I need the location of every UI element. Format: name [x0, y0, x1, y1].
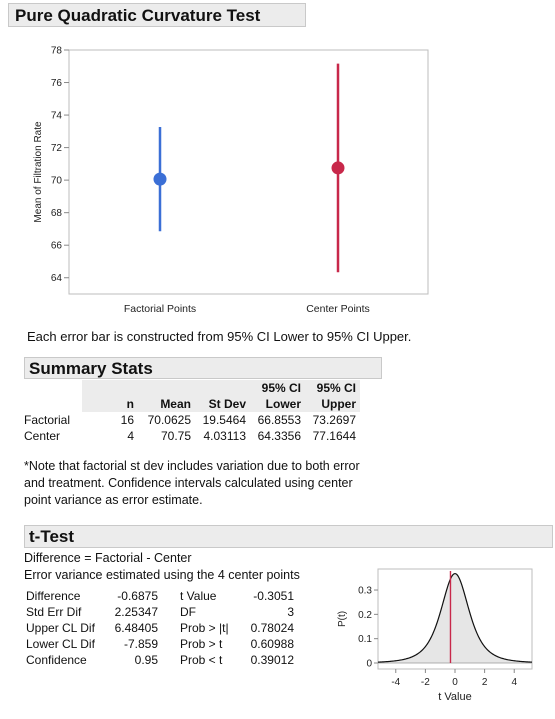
table-row: Factorial 16 70.0625 19.5464 66.8553 73.…	[24, 412, 360, 428]
mean-point	[331, 161, 345, 175]
col-head-upper: Upper	[301, 396, 360, 412]
summary-header-row-1: 95% CI 95% CI	[24, 380, 360, 396]
table-row: Lower CL Dif -7.859 Prob > t 0.60988	[26, 636, 294, 652]
cell-n: 16	[120, 413, 134, 427]
report-title[interactable]: Pure Quadratic Curvature Test	[8, 3, 306, 27]
stat-value: 0.39012	[250, 653, 294, 667]
t-x-tick-label: 4	[511, 677, 517, 688]
summary-note: *Note that factorial st dev includes var…	[24, 458, 360, 509]
curvature-chart: 64 66 68 70 72 74 76 78 Factorial Points Center …	[33, 46, 429, 315]
table-row: Upper CL Dif 6.48405 Prob > |t| 0.78024	[26, 620, 294, 636]
cell-stdev: 4.03113	[203, 429, 247, 443]
stat-label: Prob < t	[180, 653, 223, 667]
cell-stdev: 19.5464	[202, 413, 246, 427]
table-row: Std Err Dif 2.25347 DF 3	[26, 604, 294, 620]
col-head-upper-l1: 95% CI	[301, 380, 360, 396]
summary-header-row-2: n Mean St Dev Lower Upper	[24, 396, 360, 412]
y-tick-label: 74	[51, 111, 63, 122]
x-category-label: Center Points	[306, 303, 370, 315]
col-head-n: n	[82, 396, 134, 412]
t-distribution-plot: 0 0.1 0.2 0.3 -4 -2 0 2 4 t Value P(t)	[337, 568, 533, 703]
t-x-tick-label: -2	[421, 677, 430, 688]
y-tick-label: 64	[51, 273, 63, 284]
y-tick-label: 76	[51, 78, 63, 89]
y-tick-label: 72	[51, 143, 63, 154]
t-test-header[interactable]: t-Test	[24, 525, 553, 548]
y-axis: 64 66 68 70 72 74 76 78	[51, 46, 69, 284]
col-head-lower-l1: 95% CI	[246, 380, 301, 396]
table-row: Center 4 70.75 4.03113 64.3356 77.1644	[24, 428, 360, 444]
stat-label: t Value	[180, 589, 217, 603]
stat-value: -0.6875	[117, 589, 158, 603]
y-axis-label: Mean of Filtration Rate	[33, 121, 44, 223]
t-test-variance-note: Error variance estimated using the 4 cen…	[24, 568, 300, 582]
t-axes: 0 0.1 0.2 0.3 -4 -2 0 2 4	[358, 586, 517, 688]
summary-stats-header[interactable]: Summary Stats	[24, 357, 382, 379]
t-x-tick-label: 0	[452, 677, 458, 688]
x-category-label: Factorial Points	[124, 303, 196, 315]
note-line: and treatment. Confidence intervals calc…	[24, 476, 353, 490]
mean-point	[153, 172, 167, 186]
stat-value: 0.60988	[250, 637, 294, 651]
stat-label: Std Err Dif	[26, 605, 82, 619]
x-axis: Factorial Points Center Points	[124, 303, 370, 315]
t-density-area	[378, 573, 532, 663]
stat-value: 0.95	[134, 653, 158, 667]
t-y-tick-label: 0	[366, 659, 372, 670]
t-y-tick-label: 0.1	[358, 634, 372, 645]
table-row: Difference -0.6875 t Value -0.3051	[26, 588, 294, 604]
cell-lower: 66.8553	[257, 413, 301, 427]
plot-frame	[68, 49, 429, 295]
y-tick-label: 66	[51, 241, 63, 252]
note-line: point variance as error estimate.	[24, 493, 203, 507]
note-line: *Note that factorial st dev includes var…	[24, 459, 360, 473]
y-tick-label: 78	[51, 46, 63, 57]
row-label: Factorial	[24, 413, 71, 427]
cell-upper: 77.1644	[312, 429, 356, 443]
col-head-lower: Lower	[246, 396, 301, 412]
t-y-tick-label: 0.2	[358, 610, 372, 621]
t-x-tick-label: 2	[482, 677, 488, 688]
t-x-axis-label: t Value	[438, 691, 471, 703]
chart-caption: Each error bar is constructed from 95% C…	[27, 329, 412, 344]
stat-value: 0.78024	[250, 621, 294, 635]
col-head-stdev: St Dev	[191, 396, 246, 412]
stat-label: Prob > t	[180, 637, 223, 651]
stat-label: DF	[180, 605, 196, 619]
row-label: Center	[24, 429, 61, 443]
chart-marks	[153, 63, 345, 273]
y-tick-label: 68	[51, 208, 63, 219]
stat-label: Confidence	[26, 653, 87, 667]
col-head-mean: Mean	[134, 396, 191, 412]
cell-n: 4	[127, 429, 134, 443]
stat-label: Lower CL Dif	[26, 637, 95, 651]
t-test-stats-table: Difference -0.6875 t Value -0.3051 Std E…	[26, 588, 294, 668]
stat-value: 2.25347	[114, 605, 158, 619]
t-x-tick-label: -4	[391, 677, 400, 688]
stat-label: Difference	[26, 589, 81, 603]
t-marks	[377, 571, 533, 664]
table-row: Confidence 0.95 Prob < t 0.39012	[26, 652, 294, 668]
stat-value: -0.3051	[253, 589, 294, 603]
cell-mean: 70.0625	[147, 413, 191, 427]
cell-lower: 64.3356	[257, 429, 301, 443]
stat-label: Upper CL Dif	[26, 621, 95, 635]
stat-value: 3	[287, 605, 294, 619]
stat-value: 6.48405	[114, 621, 158, 635]
t-density-curve	[377, 572, 533, 663]
t-test-difference-def: Difference = Factorial - Center	[24, 551, 192, 565]
summary-table: 95% CI 95% CI n Mean St Dev Lower Upper …	[24, 380, 360, 444]
t-y-tick-label: 0.3	[358, 586, 372, 597]
y-tick-label: 70	[51, 176, 63, 187]
stat-label: Prob > |t|	[180, 621, 229, 635]
cell-mean: 70.75	[160, 429, 191, 443]
stat-value: -7.859	[123, 637, 158, 651]
cell-upper: 73.2697	[312, 413, 356, 427]
t-y-axis-label: P(t)	[337, 611, 348, 627]
